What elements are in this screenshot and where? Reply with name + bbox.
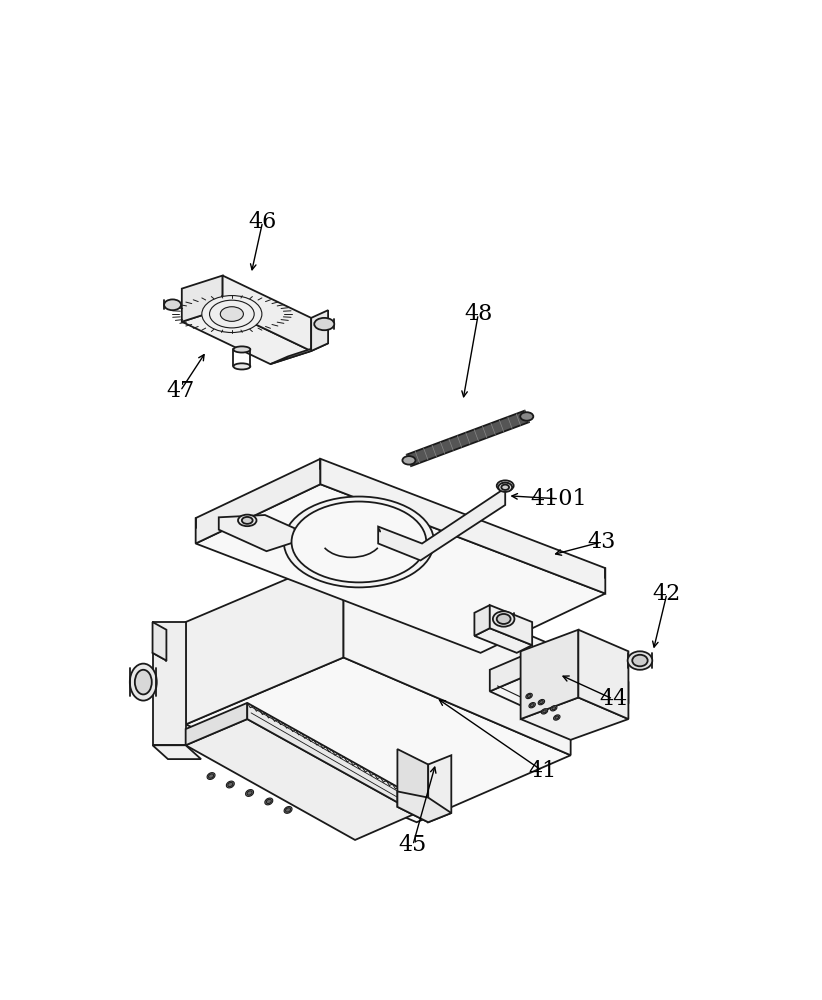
Text: 47: 47 <box>166 380 194 402</box>
Polygon shape <box>378 488 506 560</box>
Polygon shape <box>579 630 628 719</box>
Ellipse shape <box>628 651 653 670</box>
Polygon shape <box>547 645 628 704</box>
Polygon shape <box>344 555 570 755</box>
Ellipse shape <box>539 701 543 704</box>
Ellipse shape <box>284 807 292 813</box>
Ellipse shape <box>292 502 427 582</box>
Ellipse shape <box>403 456 415 465</box>
Ellipse shape <box>529 703 535 708</box>
Ellipse shape <box>555 716 559 719</box>
Polygon shape <box>182 276 223 322</box>
Ellipse shape <box>285 808 291 812</box>
Polygon shape <box>428 755 451 822</box>
Polygon shape <box>153 622 186 745</box>
Polygon shape <box>196 484 605 653</box>
Polygon shape <box>490 605 532 645</box>
Polygon shape <box>397 791 451 822</box>
Ellipse shape <box>498 483 512 492</box>
Ellipse shape <box>164 299 181 310</box>
Polygon shape <box>520 630 579 719</box>
Ellipse shape <box>226 781 234 788</box>
Polygon shape <box>520 698 628 740</box>
Polygon shape <box>474 628 532 653</box>
Polygon shape <box>397 749 428 822</box>
Text: 44: 44 <box>599 688 627 710</box>
Ellipse shape <box>284 497 434 587</box>
Polygon shape <box>490 645 547 691</box>
Ellipse shape <box>551 706 557 711</box>
Polygon shape <box>321 459 605 594</box>
Ellipse shape <box>538 699 545 705</box>
Text: 48: 48 <box>464 303 492 325</box>
Text: 42: 42 <box>653 583 681 605</box>
Ellipse shape <box>233 363 251 369</box>
Polygon shape <box>407 411 529 466</box>
Ellipse shape <box>266 799 271 804</box>
Ellipse shape <box>220 307 243 321</box>
Polygon shape <box>186 703 247 745</box>
Polygon shape <box>270 343 328 364</box>
Polygon shape <box>186 719 417 840</box>
Polygon shape <box>312 310 328 351</box>
Ellipse shape <box>246 790 253 796</box>
Ellipse shape <box>210 300 254 328</box>
Ellipse shape <box>543 710 547 713</box>
Ellipse shape <box>496 614 510 624</box>
Ellipse shape <box>238 515 256 526</box>
Polygon shape <box>490 667 628 728</box>
Polygon shape <box>474 605 490 636</box>
Ellipse shape <box>228 782 233 787</box>
Ellipse shape <box>242 517 252 524</box>
Ellipse shape <box>314 318 335 330</box>
Ellipse shape <box>130 664 157 701</box>
Polygon shape <box>196 459 321 544</box>
Ellipse shape <box>247 791 252 795</box>
Ellipse shape <box>632 655 648 666</box>
Ellipse shape <box>202 296 262 333</box>
Polygon shape <box>186 657 570 822</box>
Polygon shape <box>153 622 166 661</box>
Polygon shape <box>153 745 201 759</box>
Ellipse shape <box>527 694 531 697</box>
Ellipse shape <box>501 483 510 489</box>
Text: 45: 45 <box>399 834 427 856</box>
Ellipse shape <box>135 670 152 694</box>
Text: 46: 46 <box>248 211 277 233</box>
Text: 4101: 4101 <box>531 488 588 510</box>
Ellipse shape <box>526 693 533 699</box>
Ellipse shape <box>520 412 533 421</box>
Ellipse shape <box>209 774 214 778</box>
Ellipse shape <box>496 480 514 491</box>
Ellipse shape <box>233 346 251 353</box>
Polygon shape <box>219 515 298 551</box>
Polygon shape <box>223 276 312 351</box>
Polygon shape <box>186 555 344 724</box>
Ellipse shape <box>541 709 547 714</box>
Ellipse shape <box>501 485 509 490</box>
Ellipse shape <box>553 715 560 720</box>
Text: 43: 43 <box>587 531 616 553</box>
Polygon shape <box>247 703 417 813</box>
Polygon shape <box>182 309 312 364</box>
Ellipse shape <box>552 707 556 710</box>
Ellipse shape <box>530 704 534 707</box>
Ellipse shape <box>207 773 215 779</box>
Ellipse shape <box>493 611 515 627</box>
Ellipse shape <box>265 798 273 805</box>
Text: 41: 41 <box>528 760 556 782</box>
